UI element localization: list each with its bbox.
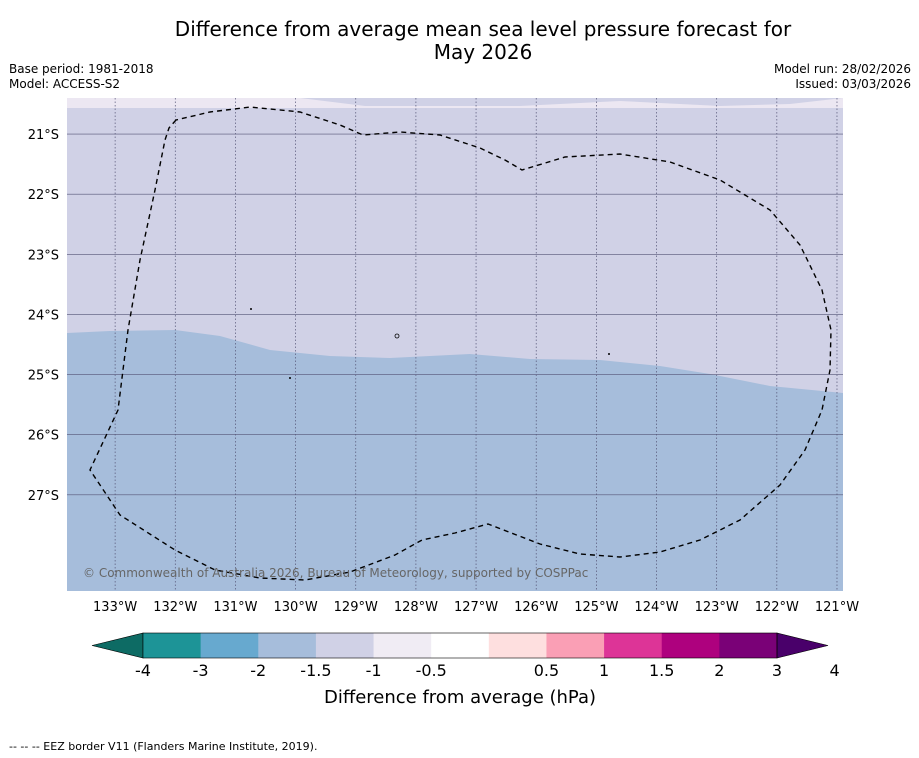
colorbar-segment — [604, 633, 663, 658]
latitude-label: 25°S — [28, 369, 59, 384]
island-marker — [289, 377, 291, 379]
colorbar-frame — [142, 632, 778, 659]
longitude-label: 125°W — [574, 600, 618, 615]
eez-footnote: -- -- -- EEZ border V11 (Flanders Marine… — [9, 740, 318, 753]
longitude-label: 132°W — [153, 600, 197, 615]
island-marker — [394, 333, 400, 339]
colorbar-tick-label: -2 — [250, 661, 266, 680]
colorbar-extend-high — [776, 632, 829, 659]
colorbar-segment — [258, 633, 317, 658]
longitude-label: 131°W — [213, 600, 257, 615]
colorbar-tick-label: 0.5 — [534, 661, 559, 680]
colorbar-tick-label: -4 — [135, 661, 151, 680]
colorbar — [91, 632, 829, 659]
colorbar-tick-label: -1.5 — [300, 661, 331, 680]
longitude-label: 127°W — [454, 600, 498, 615]
longitude-label: 126°W — [514, 600, 558, 615]
colorbar-label: Difference from average (hPa) — [324, 687, 596, 708]
issued-date: Issued: 03/03/2026 — [795, 77, 911, 91]
chart-title: Difference from average mean sea level p… — [0, 18, 919, 64]
title-line-2: May 2026 — [433, 40, 533, 64]
longitude-label: 128°W — [394, 600, 438, 615]
latitude-label: 21°S — [28, 128, 59, 143]
longitude-label: 133°W — [93, 600, 137, 615]
colorbar-segment — [546, 633, 605, 658]
anomaly-field-upper-band — [67, 98, 843, 108]
colorbar-extend-low — [91, 632, 144, 659]
latitude-axis: 21°S 22°S 23°S 24°S 25°S 26°S 27°S — [28, 128, 59, 504]
latitude-label: 27°S — [28, 489, 59, 504]
colorbar-segment — [143, 633, 202, 658]
colorbar-segment — [431, 633, 490, 658]
longitude-label: 121°W — [815, 600, 859, 615]
colorbar-tick-labels: -4 -3 -2 -1.5 -1 -0.5 0.5 1 1.5 2 3 4 — [135, 661, 840, 680]
colorbar-tick-label: 1.5 — [649, 661, 674, 680]
colorbar-tick-label: -1 — [366, 661, 382, 680]
colorbar-segment — [488, 633, 547, 658]
model-name: Model: ACCESS-S2 — [9, 77, 121, 91]
longitude-label: 124°W — [634, 600, 678, 615]
metadata-right: Model run: 28/02/2026 Issued: 03/03/2026 — [774, 62, 911, 92]
longitude-label: 129°W — [334, 600, 378, 615]
colorbar-tick-label: 4 — [830, 661, 840, 680]
colorbar-segment — [719, 633, 778, 658]
island-marker — [250, 308, 252, 310]
colorbar-tick-label: 1 — [599, 661, 609, 680]
longitude-axis: 133°W 132°W 131°W 130°W 129°W 128°W 127°W 126°W… — [93, 600, 859, 615]
latitude-label: 26°S — [28, 429, 59, 444]
colorbar-segment — [661, 633, 720, 658]
title-line-1: Difference from average mean sea level p… — [174, 17, 792, 41]
model-run: Model run: 28/02/2026 — [773, 62, 911, 76]
latitude-label: 24°S — [28, 308, 59, 323]
longitude-label: 123°W — [695, 600, 739, 615]
colorbar-tick-label: -0.5 — [416, 661, 447, 680]
island-marker — [608, 353, 610, 355]
colorbar-tick-label: 2 — [714, 661, 724, 680]
anomaly-field-lower — [67, 330, 843, 591]
colorbar-tick-label: -3 — [193, 661, 209, 680]
colorbar-segment — [315, 633, 375, 658]
latitude-label: 22°S — [28, 188, 59, 203]
base-period: Base period: 1981-2018 — [9, 62, 154, 76]
longitude-label: 122°W — [755, 600, 799, 615]
longitude-label: 130°W — [274, 600, 318, 615]
latitude-label: 23°S — [28, 248, 59, 263]
colorbar-tick-label: 3 — [772, 661, 782, 680]
eez-border — [89, 106, 832, 581]
gridlines — [67, 98, 843, 591]
metadata-left: Base period: 1981-2018 Model: ACCESS-S2 — [9, 62, 154, 92]
colorbar-segment — [200, 633, 259, 658]
map-panel: © Commonwealth of Australia 2026, Bureau… — [67, 98, 843, 591]
colorbar-segment — [373, 633, 432, 658]
copyright-notice: © Commonwealth of Australia 2026, Bureau… — [83, 566, 588, 580]
